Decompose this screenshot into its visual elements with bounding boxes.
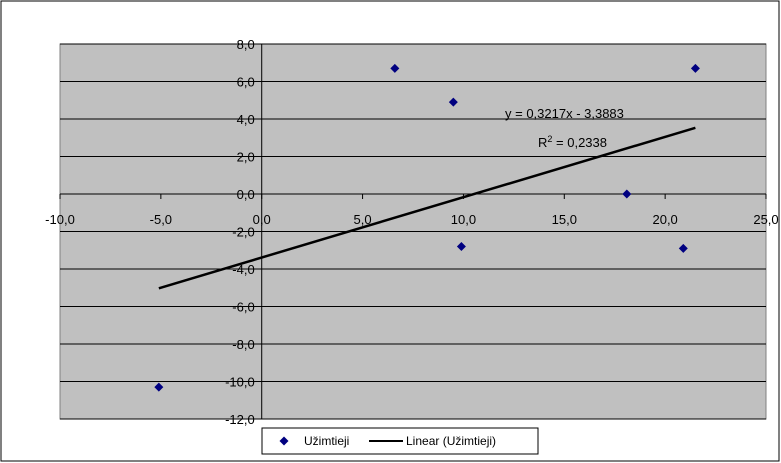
trendline-layer: [158, 126, 696, 290]
data-point-diamond: [390, 63, 400, 73]
axes: [59, 43, 767, 420]
data-point-diamond: [154, 382, 164, 392]
x-tick-label: 10,0: [451, 212, 476, 227]
y-tick-label: 2,0: [237, 150, 255, 165]
y-tick-label: -6,0: [232, 300, 254, 315]
legend-marker-diamond: [279, 436, 289, 446]
data-point-diamond: [456, 242, 466, 251]
x-tick-label: 20,0: [652, 212, 677, 227]
data-points: [154, 63, 700, 392]
x-tick-label: 25,0: [753, 212, 778, 227]
y-tick-label: -2,0: [232, 225, 254, 240]
y-tick-label: 0,0: [237, 187, 255, 202]
y-tick-label: 8,0: [237, 37, 255, 52]
legend: Užimtieji Linear (Užimtieji): [261, 427, 539, 455]
x-tick-label: 0,0: [253, 212, 271, 227]
x-tick-label: -10,0: [45, 212, 75, 227]
data-point-diamond: [448, 97, 458, 107]
trendline-equation: y = 0,3217x - 3,3883: [505, 106, 624, 121]
tick-labels: 8,06,04,02,00,0-2,0-4,0-6,0-8,0-10,0-12,…: [45, 37, 778, 427]
data-point-diamond: [690, 63, 700, 73]
data-point-diamond: [622, 189, 632, 199]
y-tick-label: -10,0: [225, 375, 255, 390]
legend-trendline-label: Linear (Užimtieji): [406, 434, 496, 448]
x-tick-label: -5,0: [150, 212, 172, 227]
y-tick-label: 4,0: [237, 112, 255, 127]
trendline-r-squared: R2 = 0,2338: [538, 134, 607, 150]
y-tick-label: -12,0: [225, 412, 255, 427]
x-tick-label: 5,0: [354, 212, 372, 227]
x-tick-label: 15,0: [552, 212, 577, 227]
y-tick-label: -8,0: [232, 337, 254, 352]
legend-series-label: Užimtieji: [304, 434, 349, 448]
y-tick-label: 6,0: [237, 75, 255, 90]
trendline: [158, 126, 696, 290]
data-point-diamond: [678, 243, 688, 253]
